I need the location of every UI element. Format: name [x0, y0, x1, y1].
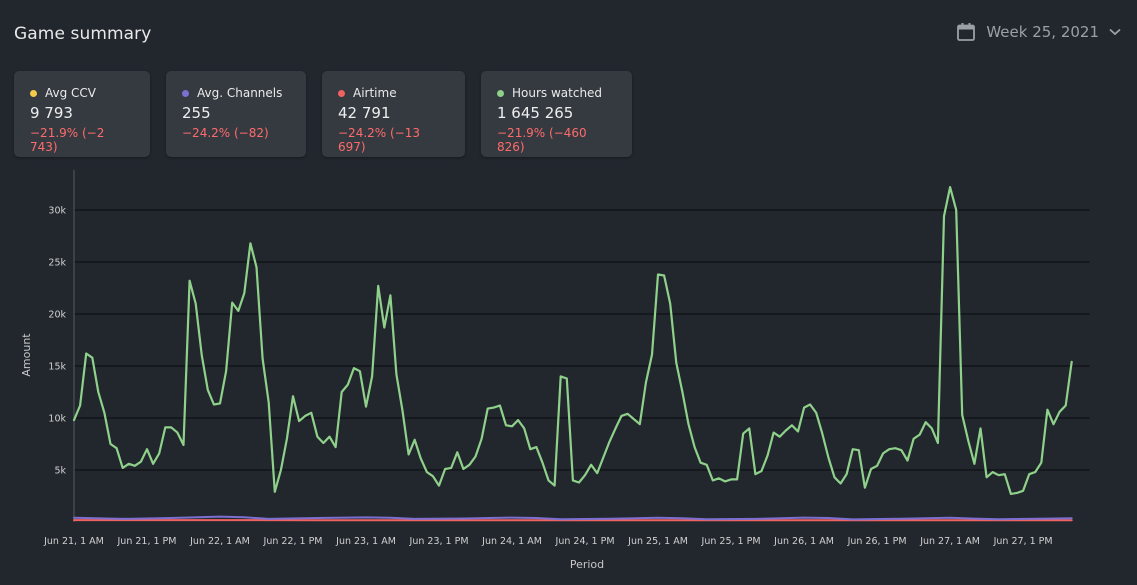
series-line-avg-channels: [73, 515, 1073, 521]
x-tick-label: Jun 21, 1 PM: [117, 536, 177, 547]
series-line-hours-watched: [72, 186, 1073, 495]
x-tick-label: Jun 22, 1 PM: [263, 536, 323, 547]
x-axis-title: Period: [570, 558, 604, 571]
line-chart[interactable]: 5k 10k 15k 20k 25k 30k Jun 21, 1 AM Jun 21, 1 P…: [0, 170, 1137, 585]
card-delta: −24.2% (−82): [182, 126, 269, 140]
y-axis-title: Amount: [20, 333, 33, 377]
card-label: Avg. Channels: [197, 86, 283, 100]
chevron-down-icon: [1109, 28, 1121, 36]
x-tick-label: Jun 24, 1 PM: [555, 536, 615, 547]
y-tick-label: 5k: [54, 466, 66, 477]
x-tick-label: Jun 26, 1 PM: [847, 536, 907, 547]
x-tick-label: Jun 24, 1 AM: [481, 536, 542, 547]
card-hours-watched[interactable]: Hours watched 1 645 265 −21.9% (−460 826…: [481, 71, 632, 157]
card-label: Avg CCV: [45, 86, 97, 100]
y-tick-label: 30k: [48, 206, 66, 217]
card-delta: −21.9% (−460 826): [497, 126, 587, 154]
y-tick-label: 20k: [48, 310, 66, 321]
calendar-icon: [957, 23, 976, 41]
legend-dot-hours-watched: [497, 89, 504, 97]
card-delta: −24.2% (−13 697): [338, 126, 420, 154]
y-tick-label: 15k: [48, 362, 66, 373]
card-avg-ccv[interactable]: Avg CCV 9 793 −21.9% (−2 743): [14, 71, 150, 157]
y-tick-label: 10k: [48, 414, 66, 425]
week-picker[interactable]: Week 25, 2021: [956, 22, 1121, 42]
metric-cards: Avg CCV 9 793 −21.9% (−2 743) Avg. Chann…: [14, 71, 632, 157]
x-tick-label: Jun 25, 1 AM: [627, 536, 688, 547]
legend-dot-avg-ccv: [30, 89, 37, 97]
x-tick-label: Jun 26, 1 AM: [773, 536, 834, 547]
x-tick-label: Jun 27, 1 AM: [919, 536, 980, 547]
x-tick-label: Jun 27, 1 PM: [993, 536, 1053, 547]
x-tick-label: Jun 23, 1 PM: [409, 536, 469, 547]
x-tick-label: Jun 22, 1 AM: [189, 536, 250, 547]
card-value: 42 791: [338, 104, 391, 122]
card-delta: −21.9% (−2 743): [30, 126, 105, 154]
card-value: 9 793: [30, 104, 73, 122]
card-value: 255: [182, 104, 211, 122]
card-label: Airtime: [353, 86, 397, 100]
y-tick-label: 25k: [48, 258, 66, 269]
x-tick-label: Jun 23, 1 AM: [335, 536, 396, 547]
x-tick-label: Jun 25, 1 PM: [701, 536, 761, 547]
week-label: Week 25, 2021: [986, 23, 1099, 41]
legend-dot-avg-channels: [182, 89, 189, 97]
card-value: 1 645 265: [497, 104, 574, 122]
x-tick-label: Jun 21, 1 AM: [43, 536, 104, 547]
card-label: Hours watched: [512, 86, 603, 100]
card-avg-channels[interactable]: Avg. Channels 255 −24.2% (−82): [166, 71, 306, 157]
card-airtime[interactable]: Airtime 42 791 −24.2% (−13 697): [322, 71, 465, 157]
legend-dot-airtime: [338, 89, 345, 97]
page-title: Game summary: [14, 24, 152, 44]
